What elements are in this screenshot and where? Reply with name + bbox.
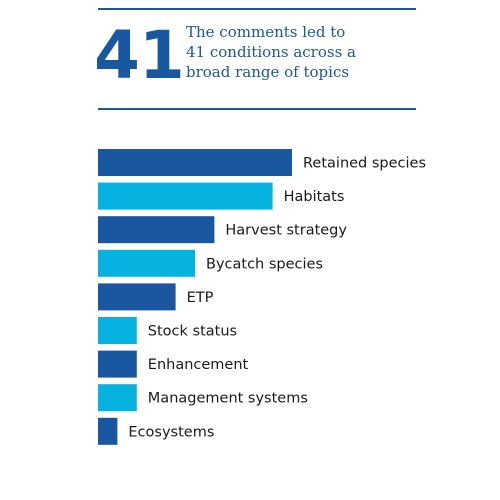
bar-harvest-strategy: [98, 216, 215, 244]
headline-line-1: The comments led to: [186, 23, 346, 41]
bar-enhancement: [98, 350, 137, 378]
headline-text: The comments led to 41 conditions across…: [186, 22, 416, 82]
top-divider: [98, 8, 416, 10]
bar-label-bycatch-species: Bycatch species: [206, 256, 323, 272]
bar-management-systems: [98, 384, 137, 412]
bar-etp: [98, 283, 176, 311]
bar-retained-species: [98, 149, 292, 176]
bar-label-harvest-strategy: Harvest strategy: [225, 223, 347, 239]
bottom-divider: [98, 108, 416, 110]
bar-label-enhancement: Enhancement: [148, 357, 249, 373]
bar-stock-status: [98, 317, 137, 344]
bar-label-stock-status: Stock status: [148, 324, 237, 340]
bar-label-ecosystems: Ecosystems: [128, 424, 214, 440]
bar-ecosystems: [98, 417, 118, 445]
headline-number: 41: [94, 17, 185, 94]
bar-label-management-systems: Management systems: [148, 391, 308, 407]
bar-label-habitats: Habitats: [284, 189, 345, 205]
bar-label-etp: ETP: [187, 290, 214, 306]
bar-bycatch-species: [98, 249, 195, 277]
bar-habitats: [98, 182, 273, 210]
headline-line-2: 41 conditions across a: [186, 43, 356, 61]
bar-label-retained-species: Retained species: [303, 156, 426, 172]
headline-line-3: broad range of topics: [186, 63, 350, 81]
